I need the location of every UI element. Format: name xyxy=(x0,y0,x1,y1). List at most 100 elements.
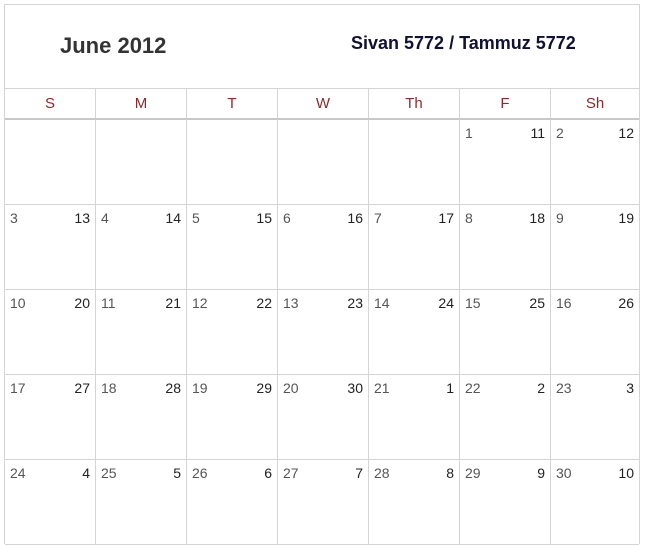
hebrew-date: 16 xyxy=(347,210,363,226)
hebrew-date: 17 xyxy=(438,210,454,226)
day-cell[interactable]: 21 1 xyxy=(369,375,460,460)
gregorian-date: 6 xyxy=(283,210,291,226)
day-cell[interactable]: 27 7 xyxy=(278,460,369,545)
day-cell[interactable]: 9 19 xyxy=(551,205,639,290)
day-cell[interactable] xyxy=(278,120,369,205)
hebrew-date: 10 xyxy=(618,465,634,481)
day-cell[interactable]: 3 13 xyxy=(5,205,96,290)
day-cell[interactable]: 17 27 xyxy=(5,375,96,460)
gregorian-date: 17 xyxy=(10,380,26,396)
hebrew-date: 22 xyxy=(256,295,272,311)
hebrew-date: 30 xyxy=(347,380,363,396)
hebrew-date: 12 xyxy=(618,125,634,141)
month-title: June 2012 xyxy=(60,33,167,58)
hebrew-date: 29 xyxy=(256,380,272,396)
day-cell[interactable]: 20 30 xyxy=(278,375,369,460)
gregorian-date: 12 xyxy=(192,295,208,311)
day-of-week-header: S M T W Th F Sh xyxy=(5,89,639,120)
hebrew-date: 4 xyxy=(82,465,90,481)
gregorian-date: 22 xyxy=(465,380,481,396)
gregorian-date: 7 xyxy=(374,210,382,226)
dow-tuesday: T xyxy=(187,89,278,118)
hebrew-date: 7 xyxy=(355,465,363,481)
gregorian-date: 25 xyxy=(101,465,117,481)
day-cell[interactable]: 18 28 xyxy=(96,375,187,460)
hebrew-date: 15 xyxy=(256,210,272,226)
day-cell[interactable]: 22 2 xyxy=(460,375,551,460)
day-cell[interactable] xyxy=(369,120,460,205)
dow-sunday: S xyxy=(5,89,96,118)
hebrew-date: 2 xyxy=(537,380,545,396)
day-cell[interactable]: 24 4 xyxy=(5,460,96,545)
gregorian-date: 8 xyxy=(465,210,473,226)
gregorian-date: 24 xyxy=(10,465,26,481)
gregorian-date: 19 xyxy=(192,380,208,396)
hebrew-date: 3 xyxy=(626,380,634,396)
day-cell[interactable]: 6 16 xyxy=(278,205,369,290)
day-cell[interactable]: 19 29 xyxy=(187,375,278,460)
gregorian-date: 3 xyxy=(10,210,18,226)
day-cell[interactable]: 12 22 xyxy=(187,290,278,375)
dow-friday: F xyxy=(460,89,551,118)
week-row: 10 20 11 21 12 22 13 23 14 24 15 25 16 26 xyxy=(5,290,639,375)
day-cell[interactable]: 29 9 xyxy=(460,460,551,545)
hebrew-month-title: Sivan 5772 / Tammuz 5772 xyxy=(351,33,576,53)
hebrew-date: 25 xyxy=(529,295,545,311)
gregorian-date: 28 xyxy=(374,465,390,481)
hebrew-date: 13 xyxy=(74,210,90,226)
day-cell[interactable]: 25 5 xyxy=(96,460,187,545)
day-cell[interactable] xyxy=(187,120,278,205)
day-cell[interactable]: 5 15 xyxy=(187,205,278,290)
hebrew-date: 5 xyxy=(173,465,181,481)
gregorian-date: 30 xyxy=(556,465,572,481)
dow-shabbat: Sh xyxy=(585,95,605,112)
day-cell[interactable]: 1 11 xyxy=(460,120,551,205)
hebrew-date: 28 xyxy=(165,380,181,396)
hebrew-date: 11 xyxy=(530,125,545,141)
gregorian-date: 1 xyxy=(465,125,473,141)
gregorian-date: 9 xyxy=(556,210,564,226)
calendar-grid: 1 11 2 12 3 13 4 14 5 15 6 16 7 17 8 18 9 19 10 20 11 21 12 22 1… xyxy=(5,120,639,545)
day-cell[interactable]: 15 25 xyxy=(460,290,551,375)
day-cell[interactable]: 16 26 xyxy=(551,290,639,375)
calendar: June 2012 Sivan 5772 / Tammuz 5772 S M T… xyxy=(4,4,640,545)
gregorian-date: 11 xyxy=(101,295,116,311)
gregorian-date: 5 xyxy=(192,210,200,226)
day-cell[interactable] xyxy=(5,120,96,205)
gregorian-date: 21 xyxy=(374,380,390,396)
hebrew-date: 19 xyxy=(618,210,634,226)
day-cell[interactable]: 8 18 xyxy=(460,205,551,290)
hebrew-date: 6 xyxy=(264,465,272,481)
day-cell[interactable]: 10 20 xyxy=(5,290,96,375)
gregorian-date: 18 xyxy=(101,380,117,396)
gregorian-date: 26 xyxy=(192,465,208,481)
gregorian-date: 10 xyxy=(10,295,26,311)
hebrew-date: 21 xyxy=(165,295,181,311)
day-cell[interactable]: 4 14 xyxy=(96,205,187,290)
hebrew-date: 8 xyxy=(446,465,454,481)
hebrew-date: 1 xyxy=(446,380,454,396)
hebrew-date: 14 xyxy=(165,210,181,226)
hebrew-date: 20 xyxy=(74,295,90,311)
week-row: 1 11 2 12 xyxy=(5,120,639,205)
hebrew-date: 18 xyxy=(529,210,545,226)
day-cell[interactable]: 11 21 xyxy=(96,290,187,375)
gregorian-date: 14 xyxy=(374,295,390,311)
hebrew-date: 27 xyxy=(74,380,90,396)
day-cell[interactable]: 28 8 xyxy=(369,460,460,545)
hebrew-date: 9 xyxy=(537,465,545,481)
gregorian-date: 23 xyxy=(556,380,572,396)
day-cell[interactable]: 7 17 xyxy=(369,205,460,290)
day-cell[interactable]: 30 10 xyxy=(551,460,639,545)
gregorian-date: 27 xyxy=(283,465,299,481)
day-cell[interactable] xyxy=(96,120,187,205)
dow-wednesday: W xyxy=(278,89,369,118)
gregorian-date: 15 xyxy=(465,295,481,311)
day-cell[interactable]: 23 3 xyxy=(551,375,639,460)
day-cell[interactable]: 13 23 xyxy=(278,290,369,375)
day-cell[interactable]: 26 6 xyxy=(187,460,278,545)
day-cell[interactable]: 14 24 xyxy=(369,290,460,375)
gregorian-date: 16 xyxy=(556,295,572,311)
day-cell[interactable]: 2 12 xyxy=(551,120,639,205)
gregorian-date: 2 xyxy=(556,125,564,141)
